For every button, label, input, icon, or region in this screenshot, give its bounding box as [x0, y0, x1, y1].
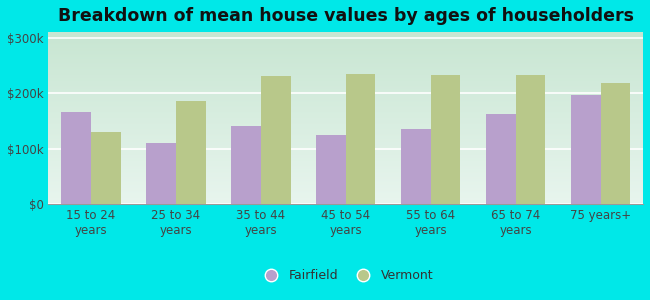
- Bar: [515, 75, 545, 204]
- Bar: [146, 143, 176, 204]
- Bar: [346, 74, 376, 204]
- Bar: [176, 101, 205, 204]
- Bar: [486, 114, 515, 204]
- Bar: [231, 126, 261, 204]
- Title: Breakdown of mean house values by ages of householders: Breakdown of mean house values by ages o…: [58, 7, 634, 25]
- Legend: Fairfield, Vermont: Fairfield, Vermont: [254, 264, 438, 287]
- Bar: [401, 129, 431, 204]
- Bar: [61, 112, 91, 204]
- Bar: [316, 135, 346, 204]
- Bar: [601, 83, 630, 204]
- Bar: [571, 95, 601, 204]
- Bar: [431, 75, 460, 204]
- Bar: [261, 76, 291, 204]
- Bar: [91, 132, 121, 204]
